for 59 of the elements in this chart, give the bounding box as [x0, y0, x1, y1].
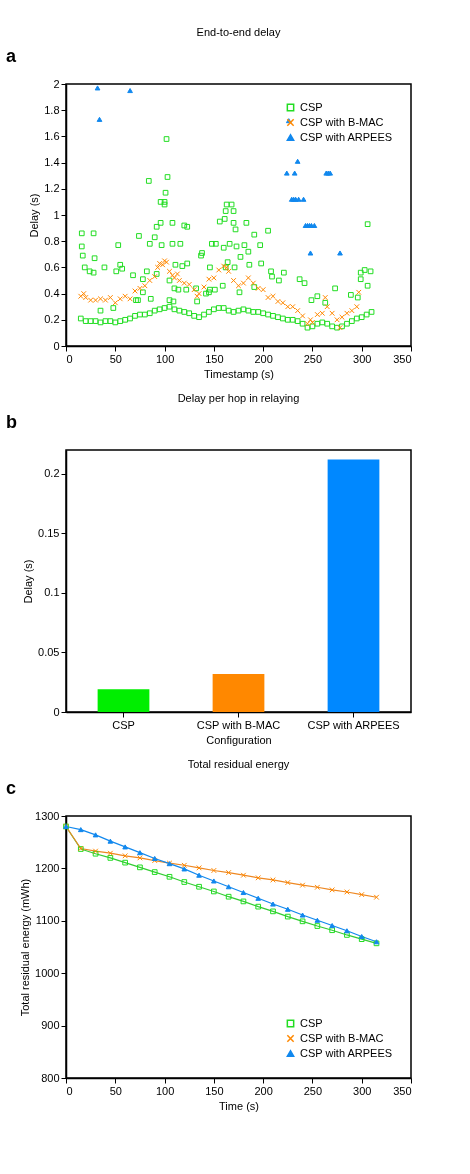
x-tick-label: 100	[155, 352, 175, 365]
x-axis-title: Time (s)	[219, 1099, 259, 1112]
x-tick-label: 350	[393, 352, 412, 365]
legend-label: CSP	[300, 100, 323, 113]
y-tick-label: 0.8	[44, 234, 60, 247]
x-tick-label: 50	[109, 352, 122, 365]
x-axis-title: Timestamp (s)	[204, 367, 274, 380]
y-tick-label: 1100	[35, 914, 60, 927]
y-tick-label: 0.6	[44, 260, 60, 273]
legend-label: CSP with B-MAC	[300, 115, 384, 128]
x-tick-label: CSP	[112, 718, 135, 731]
y-tick-label: 0	[53, 339, 60, 352]
x-tick-label: CSP with ARPEES	[307, 718, 400, 731]
y-tick-label: 1	[53, 208, 60, 221]
y-tick-label: 0.15	[38, 526, 60, 539]
y-tick-label: 0	[53, 705, 60, 718]
x-tick-label: 150	[205, 1084, 224, 1097]
chart-title: End-to-end delay	[196, 26, 281, 38]
x-tick-label: 250	[303, 352, 323, 365]
x-tick-label: 100	[155, 1084, 175, 1097]
x-tick-label: 150	[205, 352, 224, 365]
y-axis-title: Total residual energy (mWh)	[19, 878, 32, 1017]
y-tick-label: 1200	[35, 861, 60, 874]
chart-title: Delay per hop in relaying	[177, 392, 300, 404]
y-tick-label: 0.4	[44, 287, 60, 300]
legend-label: CSP with ARPEES	[300, 130, 393, 143]
y-tick-label: 1000	[35, 966, 60, 979]
x-tick-label: 0	[66, 1084, 73, 1097]
y-tick-label: 800	[41, 1071, 60, 1084]
x-tick-label: 0	[66, 352, 73, 365]
y-tick-label: 1.2	[44, 182, 60, 195]
text: c	[6, 778, 17, 798]
y-tick-label: 1.8	[44, 103, 60, 116]
y-tick-label: 2	[53, 77, 60, 90]
legend-label: CSP	[300, 1016, 323, 1029]
x-tick-label: 50	[109, 1084, 122, 1097]
y-tick-label: 900	[41, 1019, 60, 1032]
y-tick-label: 0.1	[44, 586, 60, 599]
y-axis-title: Delay (s)	[22, 559, 35, 604]
y-tick-label: 0.2	[44, 313, 60, 326]
text: a	[6, 46, 17, 66]
y-tick-label: 1.4	[44, 156, 60, 169]
x-tick-label: 300	[353, 352, 372, 365]
x-tick-label: 250	[303, 1084, 323, 1097]
x-tick-label: 200	[254, 352, 273, 365]
text: b	[6, 412, 17, 432]
x-tick-label: CSP with B-MAC	[196, 718, 281, 731]
y-tick-label: 1.6	[44, 129, 60, 142]
y-tick-label: 0.05	[38, 645, 60, 658]
x-tick-label: 300	[353, 1084, 372, 1097]
y-tick-label: 0.2	[44, 467, 60, 480]
chart-title: Total residual energy	[187, 758, 290, 770]
x-tick-label: 200	[254, 1084, 273, 1097]
x-tick-label: 350	[393, 1084, 412, 1097]
legend-label: CSP with B-MAC	[300, 1031, 384, 1044]
x-axis-title: Configuration	[206, 733, 272, 746]
y-axis-title: Delay (s)	[28, 193, 41, 238]
legend-label: CSP with ARPEES	[300, 1046, 393, 1059]
y-tick-label: 1300	[35, 809, 60, 822]
